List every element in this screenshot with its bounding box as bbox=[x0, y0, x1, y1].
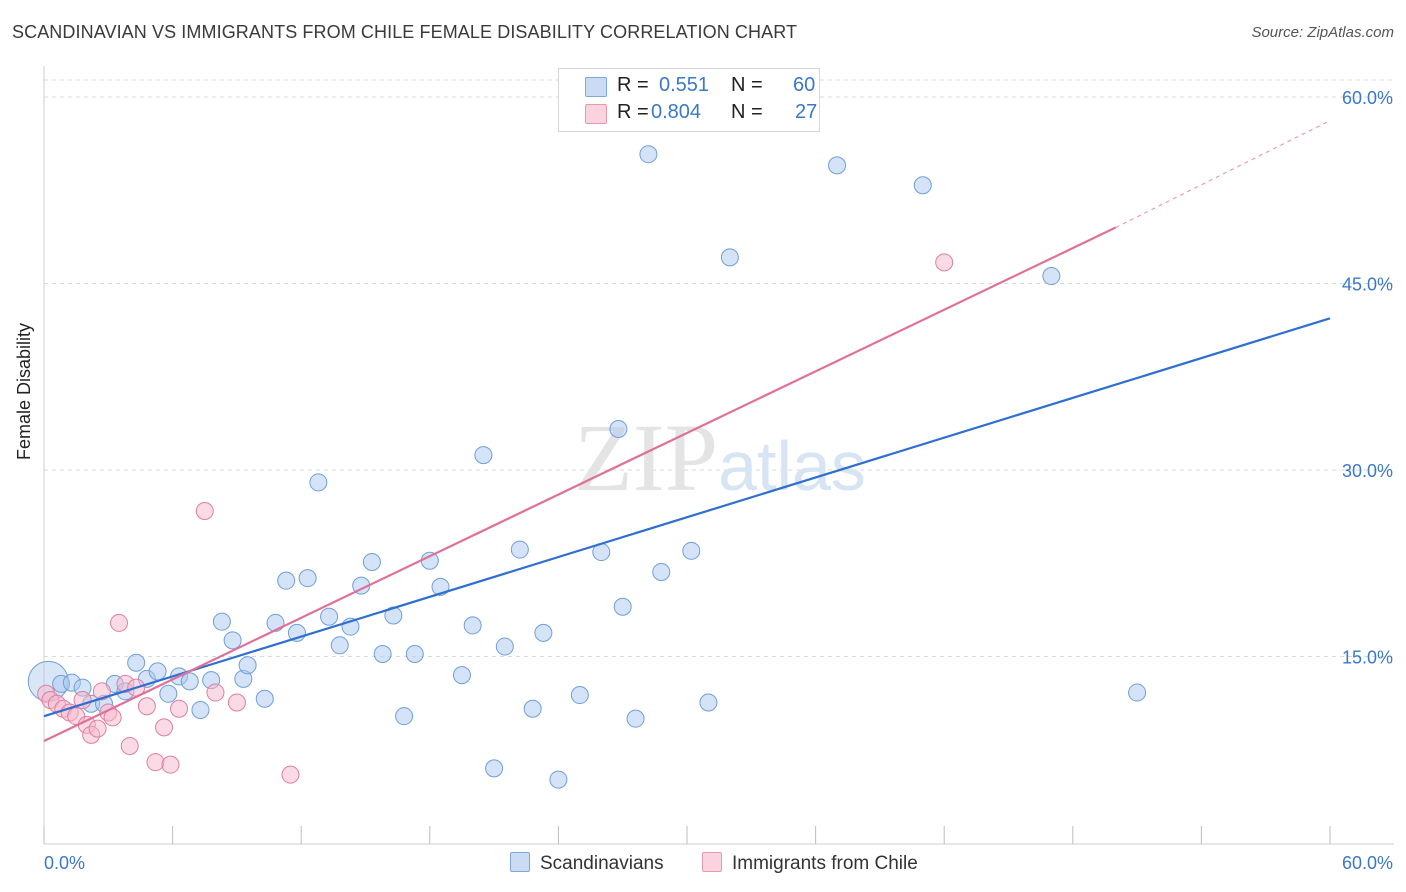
scandinavian-point bbox=[159, 684, 178, 703]
legend-label: Scandinavians bbox=[540, 853, 664, 874]
r-label: R = bbox=[617, 74, 649, 96]
n-value: 60 bbox=[793, 74, 816, 96]
legend-item-scandinavians[interactable]: Scandinavians bbox=[510, 852, 664, 875]
scandinavian-point bbox=[330, 636, 349, 655]
scandinavian-point bbox=[652, 562, 671, 581]
y-tick-label: 15.0% bbox=[1342, 648, 1393, 668]
scandinavian-point bbox=[474, 446, 493, 465]
scandinavian-point bbox=[463, 616, 482, 635]
scandinavian-point bbox=[534, 623, 553, 642]
n-label: N = bbox=[731, 74, 763, 96]
chart-title: SCANDINAVIAN VS IMMIGRANTS FROM CHILE FE… bbox=[12, 22, 798, 42]
chile-point bbox=[92, 682, 111, 701]
x-tick-label: 0.0% bbox=[44, 853, 85, 873]
chile-point bbox=[146, 753, 165, 772]
scandinavian-point bbox=[362, 553, 381, 572]
scandinavian-point bbox=[699, 693, 718, 712]
y-tick-label: 30.0% bbox=[1342, 461, 1393, 481]
legend-swatch-scandinavians bbox=[585, 77, 607, 97]
scandinavian-point bbox=[277, 571, 296, 590]
chile-point bbox=[227, 693, 246, 712]
source-label: Source: ZipAtlas.com bbox=[1251, 24, 1394, 41]
scandinavian-point bbox=[510, 540, 529, 559]
scandinavian-point bbox=[395, 707, 414, 726]
scandinavian-point bbox=[420, 551, 439, 570]
scandinavian-point bbox=[613, 597, 632, 616]
axes bbox=[43, 66, 1394, 845]
scandinavian-point bbox=[309, 473, 328, 492]
scandinavian-point bbox=[913, 176, 932, 195]
chile-point bbox=[935, 253, 954, 272]
chile-point bbox=[110, 613, 129, 632]
r-value: 0.804 bbox=[651, 101, 702, 123]
watermark: ZIPatlas bbox=[574, 404, 866, 511]
legend-label: Immigrants from Chile bbox=[732, 853, 918, 874]
legend-swatch bbox=[510, 852, 530, 872]
trend-lines bbox=[43, 120, 1331, 743]
chile-trend-extension bbox=[1115, 120, 1331, 229]
chile-point bbox=[170, 699, 189, 718]
scandinavian-point bbox=[570, 686, 589, 705]
legend-item-chile[interactable]: Immigrants from Chile bbox=[702, 852, 918, 875]
scandinavian-point bbox=[720, 248, 739, 267]
y-tick-label: 60.0% bbox=[1342, 88, 1393, 108]
tick-labels: 15.0% 30.0% 45.0% 60.0% 0.0% 60.0% bbox=[44, 88, 1393, 873]
n-label: N = bbox=[731, 101, 763, 123]
chile-point bbox=[206, 683, 225, 702]
scandinavian-point bbox=[452, 666, 471, 685]
scandinavian-point bbox=[639, 145, 658, 164]
scandinavian-point bbox=[148, 662, 167, 681]
scandinavian-point bbox=[212, 612, 231, 631]
scandinavian-point bbox=[298, 569, 317, 588]
legend-swatch-chile bbox=[585, 104, 607, 124]
scandinavian-point bbox=[223, 631, 242, 650]
n-value: 27 bbox=[795, 101, 818, 123]
chile-point bbox=[137, 697, 156, 716]
scandinavian-point bbox=[523, 699, 542, 718]
scandinavian-point bbox=[180, 672, 199, 691]
scandinavian-point bbox=[609, 419, 628, 438]
chile-point bbox=[195, 502, 214, 521]
scandinavian-point bbox=[549, 770, 568, 789]
y-tick-label: 45.0% bbox=[1342, 275, 1393, 295]
chile-point bbox=[155, 718, 174, 737]
scandinavian-point bbox=[682, 541, 701, 560]
scandinavian-point bbox=[320, 607, 339, 626]
chile-point bbox=[88, 719, 107, 738]
chile-point bbox=[161, 755, 180, 774]
scandinavian-point bbox=[238, 656, 257, 675]
scandinavian-point bbox=[1128, 683, 1147, 702]
scandinavian-point bbox=[373, 645, 392, 664]
r-label: R = bbox=[617, 101, 649, 123]
gridlines bbox=[44, 79, 1394, 657]
chile-point bbox=[73, 691, 92, 710]
scandinavian-trend-line bbox=[43, 317, 1331, 718]
scandinavian-point bbox=[828, 156, 847, 175]
scandinavian-point bbox=[266, 613, 285, 632]
scandinavian-point bbox=[255, 689, 274, 708]
scandinavian-point bbox=[405, 645, 424, 664]
data-points bbox=[27, 145, 1147, 789]
chile-point bbox=[281, 765, 300, 784]
scandinavian-point bbox=[626, 709, 645, 728]
scandinavian-point bbox=[1042, 267, 1061, 286]
chile-point bbox=[120, 737, 139, 756]
chile-trend-line bbox=[43, 226, 1117, 743]
scandinavian-point bbox=[127, 653, 146, 672]
stats-legend: R = 0.551 N = 60 R = 0.804 N = 27 bbox=[558, 68, 820, 132]
scandinavian-point bbox=[485, 759, 504, 778]
r-value: 0.551 bbox=[659, 74, 710, 96]
x-tick-label: 60.0% bbox=[1342, 853, 1393, 873]
scandinavian-point bbox=[495, 637, 514, 656]
scandinavian-point bbox=[191, 700, 210, 719]
legend-swatch bbox=[702, 852, 722, 872]
